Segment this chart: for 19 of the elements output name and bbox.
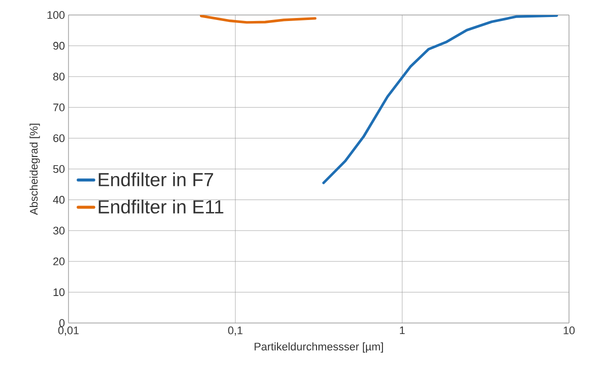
y-tick-label: 70	[53, 104, 65, 112]
y-tick-label: 10	[54, 288, 65, 296]
legend-label: Endfilter in F7	[98, 172, 214, 186]
y-tick-label: 60	[53, 134, 65, 142]
y-tick-label: 0	[59, 319, 65, 327]
y-tick-label: 90	[53, 42, 65, 50]
x-tick-label: 0,1	[228, 326, 242, 336]
y-tick-label: 40	[53, 196, 65, 204]
y-tick-label: 80	[53, 72, 65, 80]
x-tick-label: 10	[564, 326, 575, 334]
y-axis-title: Abscheidegrad [%]	[30, 124, 40, 215]
y-tick-label: 20	[53, 258, 65, 266]
y-tick-label: 100	[48, 11, 65, 19]
x-tick-label: 1	[400, 326, 405, 334]
x-tick-label: 0,01	[58, 326, 79, 336]
x-axis-title: Partikeldurchmessser [µm]	[254, 342, 383, 353]
legend-label: Endfilter in E11	[98, 200, 224, 214]
y-tick-label: 50	[53, 165, 65, 173]
y-tick-label: 30	[53, 226, 65, 234]
